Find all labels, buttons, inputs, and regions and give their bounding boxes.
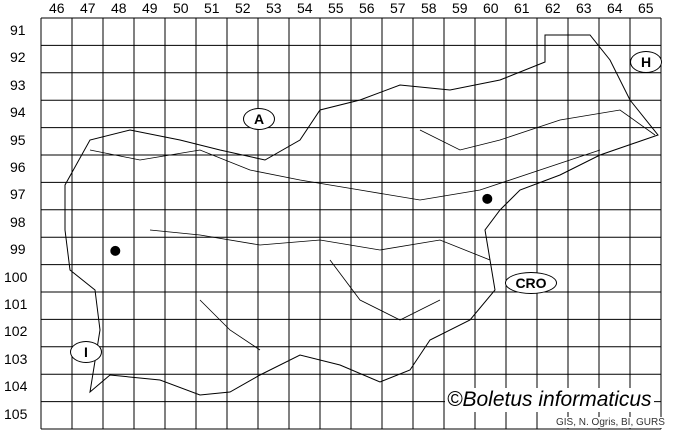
row-label: 103: [4, 350, 28, 367]
country-label-croatia: CRO: [505, 272, 557, 294]
row-label: 105: [4, 405, 28, 422]
row-label: 101: [4, 296, 28, 312]
record-dot: [110, 245, 121, 256]
row-label: 99: [10, 241, 26, 258]
column-label: 59: [452, 0, 468, 16]
row-label: 91: [10, 22, 26, 38]
row-label: 94: [10, 104, 26, 121]
data-source: GIS, N. Ogris, BI, GURS: [555, 417, 666, 428]
column-label: 47: [80, 0, 96, 16]
country-label-italy: I: [70, 341, 102, 363]
column-label: 56: [359, 0, 375, 16]
copyright-credit: ©Boletus informaticus: [445, 388, 654, 412]
row-label: 96: [10, 159, 26, 175]
column-label: 64: [607, 0, 623, 16]
column-label: 53: [266, 0, 282, 16]
row-label: 102: [4, 323, 28, 340]
row-label: 104: [4, 378, 28, 395]
country-label-hungary: H: [630, 51, 662, 73]
column-label: 63: [576, 0, 592, 16]
row-label: 93: [10, 76, 26, 93]
column-label: 57: [390, 0, 406, 16]
record-dot: [482, 193, 493, 204]
column-label: 62: [545, 0, 561, 16]
column-label: 48: [111, 0, 127, 16]
records-layer: [110, 193, 493, 256]
column-label: 61: [514, 0, 530, 16]
column-label: 52: [235, 0, 251, 16]
row-label: 98: [10, 213, 26, 230]
column-label: 58: [421, 0, 437, 16]
country-label-austria: A: [243, 108, 275, 130]
column-label: 50: [173, 0, 189, 16]
column-label: 46: [49, 0, 65, 16]
column-label: 49: [142, 0, 158, 16]
utm-grid: [40, 17, 662, 430]
rivers: [89, 109, 656, 351]
row-label: 100: [4, 268, 28, 285]
column-label: 51: [204, 0, 220, 16]
column-label: 55: [328, 0, 344, 16]
row-label: 95: [10, 131, 26, 148]
column-label: 60: [483, 0, 499, 16]
slovenia-outline: [64, 34, 659, 396]
row-label: 97: [10, 186, 26, 203]
column-label: 65: [638, 0, 654, 16]
row-label: 92: [10, 49, 26, 66]
column-label: 54: [297, 0, 313, 16]
